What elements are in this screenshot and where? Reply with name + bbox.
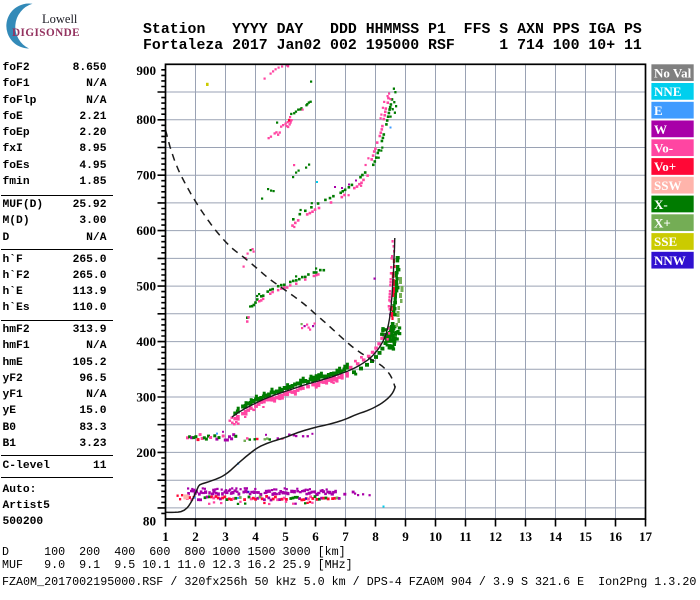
svg-text:W: W [654,122,667,137]
svg-text:9: 9 [402,529,409,544]
svg-text:800: 800 [136,112,156,127]
svg-text:15: 15 [579,529,593,544]
svg-text:16: 16 [609,529,623,544]
svg-text:1: 1 [162,529,169,544]
svg-text:2: 2 [192,529,199,544]
svg-text:3: 3 [222,529,229,544]
svg-text:14: 14 [549,529,563,544]
svg-text:300: 300 [136,389,156,404]
svg-text:NNE: NNE [654,84,681,99]
svg-text:7: 7 [342,529,349,544]
svg-text:X-: X- [654,197,668,212]
svg-text:NNW: NNW [654,253,686,268]
svg-text:Vo-: Vo- [654,141,673,156]
svg-text:500: 500 [136,279,156,294]
svg-text:700: 700 [136,168,156,183]
svg-text:X+: X+ [654,216,671,231]
svg-text:6: 6 [312,529,319,544]
svg-text:200: 200 [136,445,156,460]
svg-text:13: 13 [519,529,533,544]
svg-text:12: 12 [489,529,502,544]
svg-text:SSW: SSW [654,178,681,193]
svg-text:4: 4 [252,529,259,544]
svg-text:E: E [654,103,663,118]
svg-text:8: 8 [372,529,379,544]
svg-text:Vo+: Vo+ [654,159,676,174]
svg-text:600: 600 [136,223,156,238]
svg-text:10: 10 [429,529,443,544]
svg-text:900: 900 [136,63,156,78]
svg-text:11: 11 [459,529,471,544]
svg-text:SSE: SSE [654,234,677,249]
svg-text:No Val: No Val [654,66,692,81]
svg-text:80: 80 [143,513,157,528]
svg-text:17: 17 [639,529,653,544]
svg-text:5: 5 [282,529,289,544]
svg-text:400: 400 [136,334,156,349]
